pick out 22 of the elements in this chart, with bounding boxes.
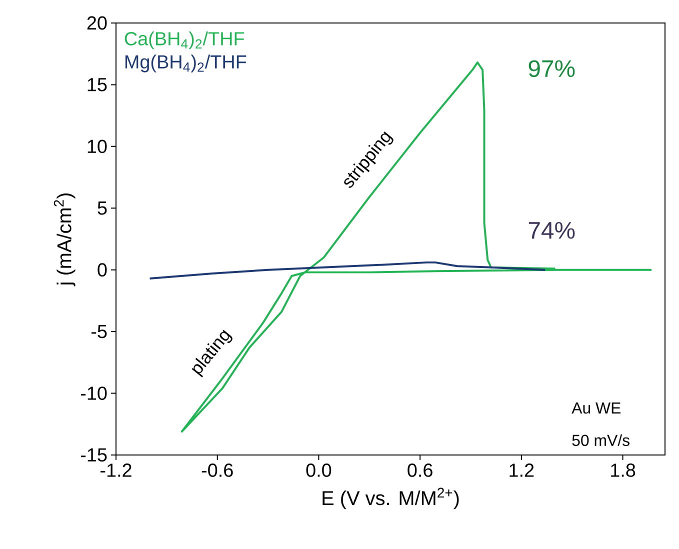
annotation: 74%	[528, 222, 575, 239]
text: Ca(BH$_{4}$)$_{2}$/THF	[124, 31, 244, 50]
y-tick-label: -5	[92, 324, 107, 338]
y-tick-label: 20	[87, 16, 107, 30]
y-tick-label: -10	[80, 386, 107, 400]
y-tick-label: 0	[98, 263, 107, 277]
y-tick-label: 5	[98, 202, 107, 215]
x-tick-label: 0.0	[306, 464, 332, 477]
y-axis-title: j (mA/cm$^{2}$)	[54, 193, 76, 286]
x-tick-label: 1.8	[611, 464, 636, 477]
x-tick-label: 1.2	[510, 464, 534, 477]
y-tick-label: 10	[88, 140, 107, 154]
annotation: 97%	[528, 60, 575, 78]
x-tick-label: -0.6	[202, 464, 233, 477]
text: Mg(BH$_{4}$)$_{2}$/THF	[125, 54, 246, 72]
annotation: 50 mV/s	[572, 434, 630, 446]
y-tick-label: -15	[80, 448, 107, 462]
y-tick-label: 15	[88, 78, 107, 92]
annotation: Au WE	[572, 402, 621, 414]
x-tick-label: 0.6	[408, 464, 432, 477]
x-tick-label: -1.2	[100, 464, 132, 477]
x-axis-title: E (V vs. M/M$^{2+}$)	[322, 488, 459, 510]
